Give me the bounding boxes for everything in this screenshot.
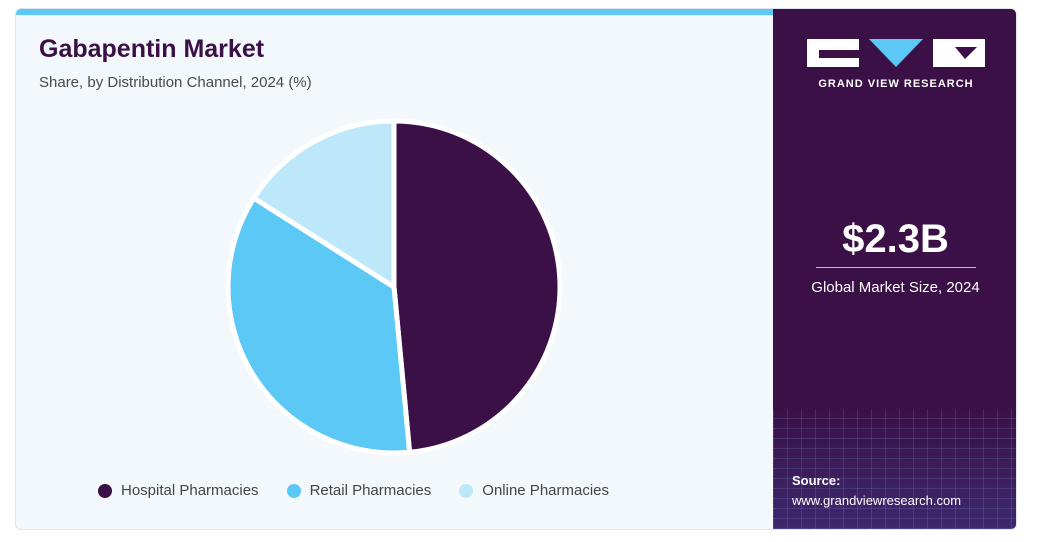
legend-item-online-pharmacies: Online Pharmacies <box>459 482 609 499</box>
market-size-caption: Global Market Size, 2024 <box>811 279 980 296</box>
accent-bar <box>16 9 773 15</box>
legend-item-retail-pharmacies: Retail Pharmacies <box>286 482 432 499</box>
chart-subtitle: Share, by Distribution Channel, 2024 (%) <box>39 74 312 91</box>
chart-legend: Hospital Pharmacies Retail Pharmacies Onli… <box>98 482 637 499</box>
logo-mark-icon <box>807 39 985 67</box>
legend-label: Retail Pharmacies <box>309 482 432 499</box>
legend-swatch <box>286 483 301 498</box>
pie-slice-hospital-pharmacies <box>391 118 563 455</box>
legend-label: Hospital Pharmacies <box>121 482 259 499</box>
source-url[interactable]: www.grandviewresearch.com <box>792 493 962 508</box>
infographic-card: Gabapentin Market Share, by Distribution… <box>15 8 1017 530</box>
grid-background <box>773 409 1016 529</box>
legend-swatch <box>459 483 474 498</box>
legend-label: Online Pharmacies <box>482 482 610 499</box>
legend-item-hospital-pharmacies: Hospital Pharmacies <box>98 482 259 499</box>
chart-title: Gabapentin Market <box>39 35 265 63</box>
market-size-value: $2.3B <box>842 217 949 261</box>
grand-view-research-logo: GRAND VIEW RESEARCH <box>805 37 987 93</box>
source-label: Source: <box>792 473 841 488</box>
logo-text: GRAND VIEW RESEARCH <box>818 78 974 90</box>
divider <box>816 267 976 268</box>
summary-panel: GRAND VIEW RESEARCH $2.3B Global Market … <box>773 9 1016 529</box>
chart-panel: Gabapentin Market Share, by Distribution… <box>16 9 773 529</box>
legend-swatch <box>98 483 112 498</box>
pie-slice-online-pharmacies <box>251 118 397 290</box>
pie-chart <box>225 118 563 456</box>
pie-slice-retail-pharmacies <box>225 195 413 456</box>
